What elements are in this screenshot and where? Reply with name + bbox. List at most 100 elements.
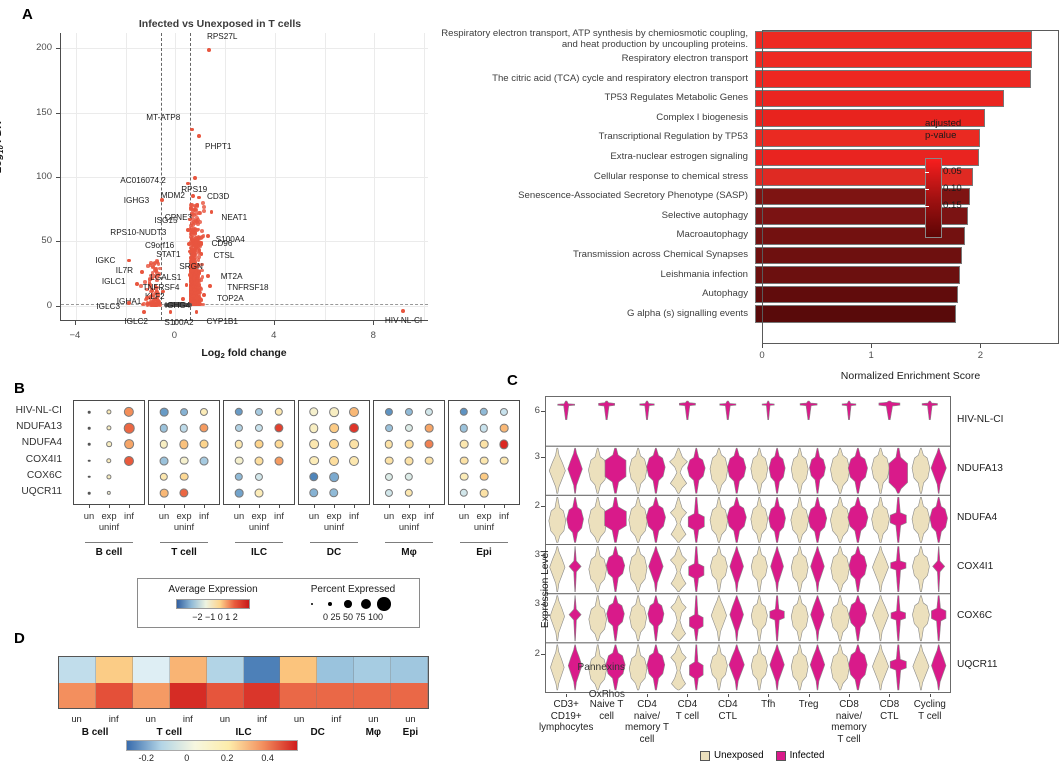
violin-shape — [567, 447, 583, 494]
heatmap-colorbar-tick: 0 — [184, 753, 190, 763]
gsea-pathway-label: Autophagy — [702, 288, 748, 300]
dotplot-dot — [179, 423, 189, 433]
dotplot-dot — [106, 441, 112, 448]
dotplot-dot — [348, 423, 360, 434]
volcano-labeled-point — [197, 133, 201, 138]
violin-shape — [628, 546, 648, 592]
dotplot-dot — [87, 443, 91, 446]
heatmap-cell — [243, 682, 281, 708]
gsea-pathway-label: Respiratory electron transport, ATP synt… — [441, 28, 748, 50]
volcano-point — [191, 222, 196, 227]
volcano-point — [198, 286, 202, 290]
volcano-point — [150, 300, 155, 305]
heatmap-row-label: OxPhos — [588, 688, 625, 700]
dotplot-dot — [234, 407, 244, 417]
gsea-bar-track — [755, 265, 961, 285]
volcano-y-tick-mark — [56, 112, 60, 114]
volcano-labeled-point — [180, 297, 185, 302]
violin-shape — [568, 595, 582, 642]
volcano-point — [195, 279, 199, 284]
heatmap-cell — [169, 657, 207, 683]
volcano-point — [191, 212, 196, 217]
dotplot-legend-colorbar — [176, 599, 250, 609]
violin-x-tick-mark — [808, 694, 810, 697]
violin-shape — [646, 447, 666, 494]
violin-shape — [566, 497, 584, 543]
violin-shape — [790, 595, 809, 642]
dotplot-celltype-underline — [310, 542, 358, 543]
volcano-point — [196, 264, 200, 268]
violin-shape — [931, 644, 947, 691]
violin-celltype-label: Cycling T cell — [913, 699, 946, 722]
volcano-gene-label: TNFRSF4 — [142, 283, 180, 292]
violin-shape — [810, 546, 825, 592]
violin-x-tick-mark — [768, 694, 770, 697]
dotplot-celltype-panel — [373, 400, 445, 505]
dotplot-dot — [499, 456, 509, 465]
dotplot-dot — [329, 407, 339, 417]
violin-shape — [809, 447, 826, 494]
dotplot-x-tick-mark — [279, 505, 280, 508]
dotplot-dot — [106, 425, 112, 431]
gsea-pathway-label: Complex I biogenesis — [656, 111, 748, 123]
dotplot-dot — [179, 488, 189, 498]
dotplot-legend-pct-ticks: 0 25 50 75 100 — [322, 612, 384, 622]
dotplot-dot — [159, 456, 169, 466]
volcano-y-tick-label: 200 — [36, 42, 52, 54]
volcano-point — [195, 290, 200, 294]
dotplot-dot — [384, 488, 394, 498]
volcano-point — [194, 240, 198, 245]
gsea-row: Transcriptional Regulation by TP53 — [430, 128, 980, 148]
gsea-pathway-label: G alpha (s) signalling events — [626, 307, 748, 319]
volcano-gene-label: KLF2 — [144, 292, 165, 302]
volcano-point — [190, 262, 195, 266]
volcano-point — [145, 287, 149, 292]
violin-shape — [890, 595, 906, 642]
dotplot-condition-label: un — [458, 510, 470, 521]
violin-shape — [847, 497, 869, 543]
volcano-x-axis-label: Log2 fold change — [201, 347, 287, 360]
violin-shape — [912, 595, 930, 642]
volcano-labeled-point — [161, 289, 165, 294]
volcano-point — [198, 235, 203, 240]
violin-shape — [932, 546, 946, 592]
gsea-bar — [755, 89, 1004, 108]
heatmap-celltype-label: Epi — [402, 727, 419, 738]
volcano-point — [196, 283, 200, 288]
volcano-point — [190, 259, 195, 264]
violin-y-tick-mark — [541, 604, 545, 606]
volcano-gene-label: S100A4 — [215, 235, 245, 245]
violin-y-tick-label: 3 — [534, 549, 540, 561]
volcano-point — [157, 302, 162, 307]
volcano-gene-label: HIV-NL-CI — [384, 315, 423, 325]
violin-shape — [911, 497, 931, 543]
volcano-point — [191, 208, 196, 213]
violin-shape — [605, 546, 626, 592]
volcano-gridline-h — [61, 177, 428, 178]
violin-shape — [750, 447, 769, 494]
violin-shape — [872, 546, 889, 592]
dotplot-celltype-label: T cell — [171, 547, 197, 558]
gsea-legend-tick-mark — [925, 206, 929, 207]
heatmap-column — [280, 657, 318, 708]
volcano-point — [189, 213, 194, 217]
volcano-point — [180, 303, 185, 308]
volcano-point — [196, 244, 201, 248]
volcano-x-tick-mark — [273, 321, 275, 325]
gsea-legend-tick-mark — [925, 172, 929, 173]
dotplot-legend-size-dot — [327, 601, 333, 607]
heatmap-colorbar — [126, 740, 298, 751]
volcano-gridline-h — [61, 241, 428, 243]
volcano-labeled-point — [197, 195, 201, 200]
violin-shape — [549, 546, 566, 592]
violin-shape — [872, 644, 889, 691]
violin-legend-swatch — [700, 750, 710, 761]
heatmap-colorbar-tick: 0.2 — [220, 753, 234, 763]
panel-d-letter: D — [14, 630, 25, 647]
volcano-point — [197, 301, 202, 306]
violin-shape — [548, 497, 567, 543]
dotplot-celltype-panel — [73, 400, 145, 505]
volcano-point — [193, 247, 197, 251]
violin-shape — [726, 497, 747, 543]
volcano-threshold-line-vertical — [189, 33, 191, 320]
